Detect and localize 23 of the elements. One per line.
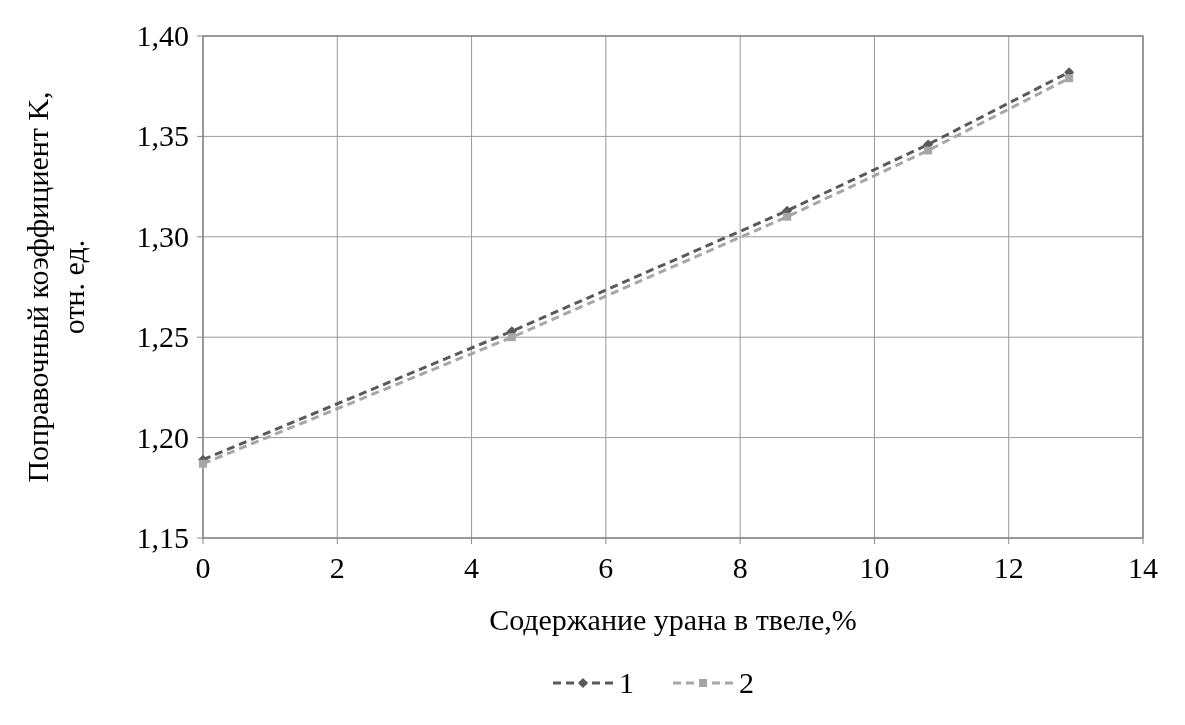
x-tick-label: 4 — [464, 551, 480, 584]
x-tick-label: 14 — [1128, 551, 1158, 584]
point — [1065, 74, 1074, 83]
y-tick-label: 1,35 — [136, 119, 189, 153]
point — [507, 333, 516, 342]
legend-label: 1 — [619, 666, 634, 699]
x-tick-label: 12 — [993, 551, 1024, 584]
y-tick-label: 1,25 — [136, 320, 189, 354]
x-tick-label: 6 — [598, 551, 614, 584]
x-axis-title: Содержание урана в твеле,% — [489, 603, 857, 636]
point — [783, 212, 792, 221]
y-tick-label: 1,40 — [136, 19, 189, 52]
legend-label: 2 — [739, 666, 754, 699]
x-tick-label: 0 — [195, 551, 211, 584]
y-axis-title: Поправочный коэффициент K, отн. ед. — [21, 91, 90, 483]
x-tick-label: 8 — [732, 551, 748, 584]
point — [924, 146, 933, 155]
point — [199, 459, 207, 468]
y-tick-label: 1,30 — [136, 219, 189, 253]
y-tick-label: 1,15 — [136, 521, 189, 554]
x-tick-label: 10 — [859, 551, 890, 584]
x-tick-label: 2 — [329, 551, 345, 584]
y-tick-label: 1,20 — [136, 420, 189, 454]
